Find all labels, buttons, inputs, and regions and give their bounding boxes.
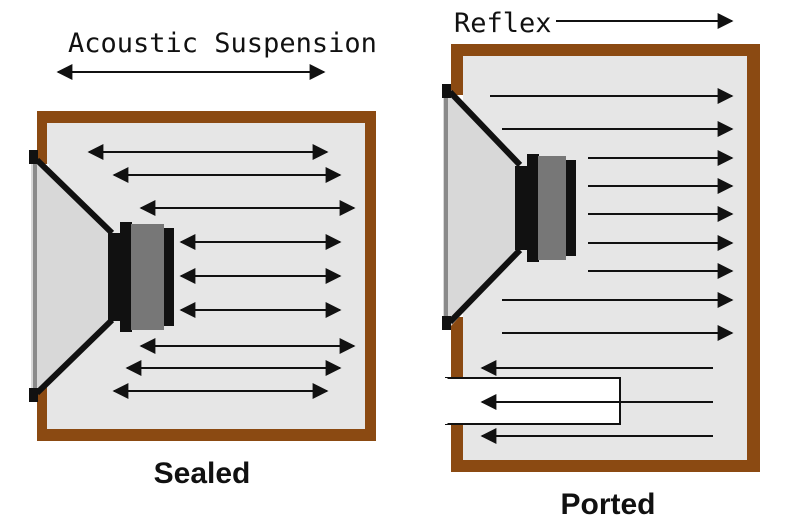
- sealed-driver-back-plate: [164, 228, 174, 326]
- sealed-surround-bottom: [29, 388, 38, 402]
- sealed-pressure-arrows: [87, 144, 356, 399]
- ported-caption: Ported: [560, 488, 655, 521]
- sealed-driver-plate: [120, 222, 132, 332]
- sealed-cone: [31, 158, 111, 395]
- sealed-driver-frame: [108, 233, 122, 321]
- reflex-label: Reflex: [454, 8, 552, 39]
- acoustic-suspension-label: Acoustic Suspension: [68, 28, 377, 59]
- ported-driver-back-plate: [566, 160, 576, 256]
- ported-surround-bottom: [442, 316, 451, 330]
- ported-driver-plate: [527, 154, 539, 262]
- ported-airflow-arrows: [480, 88, 734, 444]
- sealed-surround-top: [29, 150, 38, 164]
- ported-cabinet: [442, 44, 760, 472]
- ported-cone-lower-line: [447, 247, 523, 325]
- ported-cone-upper-line: [447, 89, 523, 168]
- ported-driver-frame: [515, 166, 529, 250]
- sealed-caption: Sealed: [154, 457, 251, 490]
- sealed-cone-upper-line: [34, 157, 115, 236]
- sealed-driver-magnet: [131, 224, 164, 330]
- ported-driver-magnet: [538, 156, 566, 260]
- ported-surround-top: [442, 84, 451, 98]
- sealed-cone-lower-line: [34, 317, 115, 396]
